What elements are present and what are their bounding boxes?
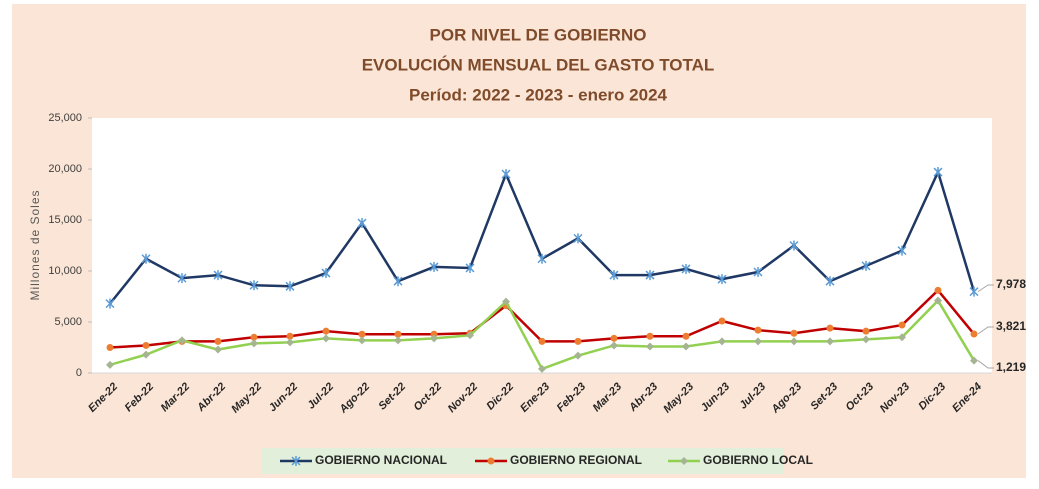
marker [682,332,690,340]
marker [213,270,223,281]
marker [897,245,907,256]
marker [142,350,150,359]
marker [249,280,259,291]
legend-marker [487,457,495,465]
marker [754,326,762,334]
leader-line [977,284,994,293]
y-axis-title: Millones de Soles [28,189,42,300]
marker [970,330,978,338]
marker [753,267,763,278]
marker [718,317,726,325]
chart-title: POR NIVEL DE GOBIERNO [430,25,647,44]
marker [106,360,114,369]
marker [105,298,115,309]
marker [466,331,474,340]
marker [322,334,330,343]
marker [681,263,691,274]
marker [610,341,618,350]
marker [286,338,294,347]
marker [286,332,294,340]
marker [826,337,834,346]
y-tick-label: 5,000 [54,316,82,328]
marker [574,337,582,345]
marker [718,337,726,346]
marker [969,286,979,297]
marker [934,296,942,305]
y-tick-label: 10,000 [48,265,82,277]
marker [933,167,943,178]
legend-label: GOBIERNO LOCAL [703,453,813,467]
marker [501,169,511,180]
marker [754,337,762,346]
marker [321,268,331,279]
marker [970,356,978,365]
marker [898,333,906,342]
y-tick-label: 25,000 [48,112,82,124]
marker [214,337,222,345]
marker [790,329,798,337]
marker [285,281,295,292]
legend-marker [680,457,688,465]
marker [609,270,619,281]
marker [358,336,366,345]
marker [646,342,654,351]
marker [573,233,583,244]
marker [214,345,222,354]
marker [825,276,835,287]
legend-label: GOBIERNO REGIONAL [510,453,642,467]
marker [430,334,438,343]
marker [538,337,546,345]
marker [502,297,510,306]
marker [178,336,186,345]
leader-line [977,360,994,369]
marker [898,321,906,329]
marker [357,218,367,229]
marker [862,335,870,344]
marker [250,333,258,341]
marker [717,274,727,285]
chart-title: EVOLUCIÓN MENSUAL DEL GASTO TOTAL [362,55,715,74]
marker [177,273,187,284]
marker [826,324,834,332]
data-label: 1,219 [996,360,1026,374]
chart-title: Períod: 2022 - 2023 - enero 2024 [409,85,668,104]
marker [322,327,330,335]
marker [430,330,438,338]
marker [465,262,475,273]
legend-label: GOBIERNO NACIONAL [315,453,447,467]
marker [789,240,799,251]
marker [538,364,546,373]
legend-marker [291,456,301,466]
data-label: 3,821 [996,319,1026,333]
marker [358,330,366,338]
marker [610,334,618,342]
marker [141,253,151,264]
marker [142,341,150,349]
marker [645,270,655,281]
marker [646,332,654,340]
y-tick-label: 20,000 [48,163,82,175]
marker [861,260,871,271]
marker [429,261,439,272]
y-tick-label: 0 [76,367,82,379]
data-label: 7,978 [996,277,1026,291]
plot-area [92,118,992,373]
marker [394,330,402,338]
marker [393,276,403,287]
marker [934,286,942,294]
marker [250,339,258,348]
marker [790,337,798,346]
marker [574,351,582,360]
marker [106,344,114,351]
leader-line [977,326,994,335]
marker [682,342,690,351]
marker [394,336,402,345]
marker [862,327,870,335]
marker [537,253,547,264]
y-tick-label: 15,000 [48,214,82,226]
